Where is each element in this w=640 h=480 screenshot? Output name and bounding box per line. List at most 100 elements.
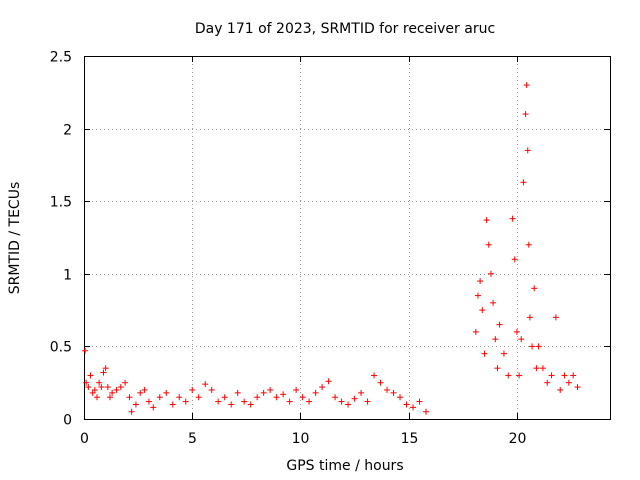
x-tick-label: 10: [292, 431, 310, 447]
data-point: [122, 379, 129, 386]
data-point: [490, 299, 497, 306]
data-point: [254, 394, 261, 401]
data-point: [267, 386, 274, 393]
data-point: [104, 384, 111, 391]
x-tick-label: 5: [188, 431, 197, 447]
data-point: [299, 394, 306, 401]
data-point: [539, 365, 546, 372]
data-point: [544, 379, 551, 386]
y-tick-label: 1: [63, 268, 72, 284]
data-point: [371, 372, 378, 379]
data-point: [410, 404, 417, 411]
data-point: [102, 365, 109, 372]
data-point: [117, 384, 124, 391]
data-point: [351, 395, 358, 402]
data-point: [565, 379, 572, 386]
data-point: [208, 386, 215, 393]
data-point: [293, 386, 300, 393]
data-point: [525, 241, 532, 248]
y-tick-label: 0.5: [50, 340, 72, 356]
data-point: [526, 314, 533, 321]
data-point: [106, 394, 113, 401]
data-point: [403, 401, 410, 408]
plot-frame: [84, 56, 611, 420]
data-point: [561, 372, 568, 379]
data-point: [494, 365, 501, 372]
y-tick-label: 0: [63, 413, 72, 429]
data-point: [516, 372, 523, 379]
data-point: [128, 408, 135, 415]
data-point: [529, 343, 536, 350]
data-point: [397, 394, 404, 401]
data-point: [338, 398, 345, 405]
data-point: [477, 278, 484, 285]
chart-title: Day 171 of 2023, SRMTID for receiver aru…: [195, 21, 495, 37]
data-point: [215, 398, 222, 405]
data-point: [189, 386, 196, 393]
data-point: [150, 404, 157, 411]
data-points: [82, 82, 581, 415]
y-tick-label: 2.5: [50, 50, 72, 66]
data-point: [485, 241, 492, 248]
data-point: [423, 408, 430, 415]
data-point: [195, 394, 202, 401]
gridlines: [84, 56, 610, 419]
data-point: [312, 389, 319, 396]
data-point: [109, 389, 116, 396]
data-point: [472, 328, 479, 335]
data-point: [202, 381, 209, 388]
data-point: [126, 394, 133, 401]
data-point: [511, 256, 518, 263]
data-point: [241, 398, 248, 405]
data-point: [345, 401, 352, 408]
data-point: [96, 379, 103, 386]
data-point: [552, 314, 559, 321]
data-point: [163, 389, 170, 396]
data-point: [85, 384, 92, 391]
data-point: [518, 336, 525, 343]
data-point: [280, 391, 287, 398]
data-point: [524, 147, 531, 154]
data-point: [273, 394, 280, 401]
data-point: [319, 384, 326, 391]
data-point: [483, 217, 490, 224]
x-tick-label: 0: [80, 431, 89, 447]
data-point: [141, 386, 148, 393]
data-point: [390, 389, 397, 396]
data-point: [93, 394, 100, 401]
data-point: [176, 394, 183, 401]
data-point: [83, 379, 90, 386]
data-point: [306, 398, 313, 405]
data-point: [234, 389, 241, 396]
data-point: [487, 270, 494, 277]
ticks: 0 5 10 15 20 0 0.5 1 1.5 2 2.5: [50, 50, 610, 447]
data-point: [100, 369, 107, 376]
data-point: [522, 111, 529, 118]
data-point: [533, 365, 540, 372]
data-point: [87, 372, 94, 379]
data-point: [513, 328, 520, 335]
x-axis-label: GPS time / hours: [286, 458, 403, 474]
data-point: [182, 398, 189, 405]
data-point: [479, 307, 486, 314]
data-point: [137, 389, 144, 396]
data-point: [325, 378, 332, 385]
data-point: [574, 384, 581, 391]
y-axis-label: SRMTID / TECUs: [7, 182, 23, 295]
data-point: [98, 384, 105, 391]
data-point: [505, 372, 512, 379]
data-point: [332, 394, 339, 401]
x-tick-label: 20: [509, 431, 527, 447]
data-point: [169, 401, 176, 408]
y-tick-label: 1.5: [50, 195, 72, 211]
data-point: [221, 394, 228, 401]
data-point: [91, 386, 98, 393]
data-point: [228, 401, 235, 408]
data-point: [531, 285, 538, 292]
data-point: [416, 398, 423, 405]
data-point: [500, 350, 507, 357]
y-tick-label: 2: [63, 123, 72, 139]
data-point: [286, 398, 293, 405]
data-point: [156, 394, 163, 401]
